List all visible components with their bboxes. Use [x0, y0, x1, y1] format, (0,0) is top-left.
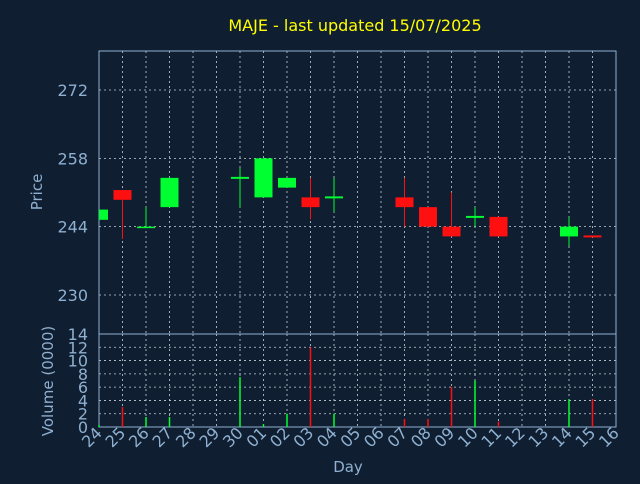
candle-body [583, 235, 602, 238]
volume-tick-label: 10 [68, 352, 88, 371]
price-tick-label: 272 [57, 81, 88, 100]
candle-body [231, 176, 249, 179]
volume-tick-label: 0 [78, 418, 88, 437]
candle-body [466, 215, 484, 218]
candles [99, 158, 602, 247]
volume-bar [286, 413, 288, 427]
day-axis-label: Day [333, 458, 363, 476]
candle-body [395, 197, 414, 208]
price-tick-label: 230 [57, 286, 88, 305]
volume-grid [99, 334, 616, 427]
candle-body [419, 207, 437, 227]
candle-body [325, 196, 343, 199]
volume-bar [403, 419, 406, 427]
volume-bar [591, 399, 594, 427]
volume-bar [262, 424, 265, 427]
volume-frame-rect [98, 333, 617, 428]
volume-bar [168, 417, 171, 427]
volume-axis-label: Volume (0000) [39, 326, 57, 436]
volume-bar [309, 347, 312, 427]
volume-bar [497, 421, 500, 427]
price-tick-label: 244 [57, 218, 88, 237]
volume-bar [427, 419, 429, 427]
candle-body [254, 158, 273, 198]
candle-body [137, 226, 155, 229]
volume-tick-label: 8 [78, 365, 88, 384]
volume-bar [145, 417, 147, 427]
volume-tick-label: 12 [68, 338, 88, 357]
candle-body [560, 226, 578, 237]
volume-bars [98, 347, 594, 427]
candle-body [99, 209, 108, 220]
volume-plot-frame [98, 333, 617, 428]
price-tick-label: 258 [57, 149, 88, 168]
volume-tick-label: 4 [78, 391, 88, 410]
volume-tick-label: 14 [68, 325, 88, 344]
volume-bar [568, 399, 570, 427]
candle-body [301, 197, 320, 208]
candle-body [489, 216, 508, 237]
price-tick-labels: 230 244 258 272 [57, 81, 88, 305]
volume-tick-label: 2 [78, 405, 88, 424]
volume-bar [450, 387, 453, 427]
volume-bar [121, 407, 124, 427]
volume-bar [333, 413, 335, 427]
candle-body [278, 177, 296, 188]
chart-title: MAJE - last updated 15/07/2025 [228, 16, 481, 35]
day-tick-labels: 2425262728293001020304050607080910111213… [78, 423, 623, 451]
price-axis-label: Price [28, 174, 46, 211]
volume-bar [98, 425, 100, 427]
candle-body [113, 190, 132, 200]
candle-body [442, 226, 461, 237]
day-tick-label: 16 [595, 423, 623, 451]
volume-tick-label: 6 [78, 378, 88, 397]
volume-bar [474, 380, 476, 427]
candle-body [160, 177, 179, 208]
volume-bar [239, 377, 241, 427]
